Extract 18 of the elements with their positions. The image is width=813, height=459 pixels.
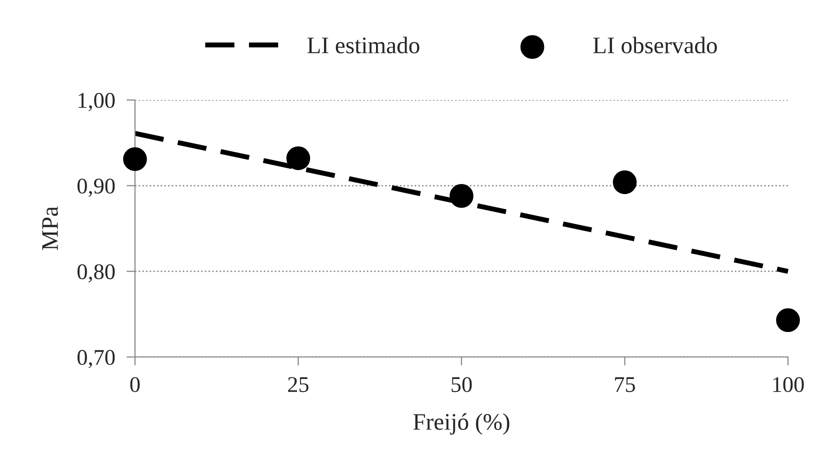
point xyxy=(286,146,310,170)
x-tick-label: 0 xyxy=(130,377,140,392)
y-axis-title: MPa xyxy=(42,206,58,250)
x-axis-title: Freijó (%) xyxy=(413,413,510,435)
y-tick-label: 1,00 xyxy=(78,92,115,112)
x-tick-label: 25 xyxy=(288,377,308,392)
y-tick-label: 0,70 xyxy=(78,350,115,368)
legend-label: LI estimado xyxy=(307,36,420,54)
legend-label: LI observado xyxy=(593,36,717,54)
y-tick-label: 0,80 xyxy=(78,264,115,282)
point xyxy=(776,308,800,332)
point xyxy=(123,147,147,171)
x-tick-label: 75 xyxy=(615,377,635,392)
point xyxy=(450,184,474,208)
x-tick-label: 50 xyxy=(452,377,472,392)
point xyxy=(612,170,637,194)
x-tick-label: 100 xyxy=(773,377,804,392)
y-tick-label: 0,90 xyxy=(78,178,115,197)
